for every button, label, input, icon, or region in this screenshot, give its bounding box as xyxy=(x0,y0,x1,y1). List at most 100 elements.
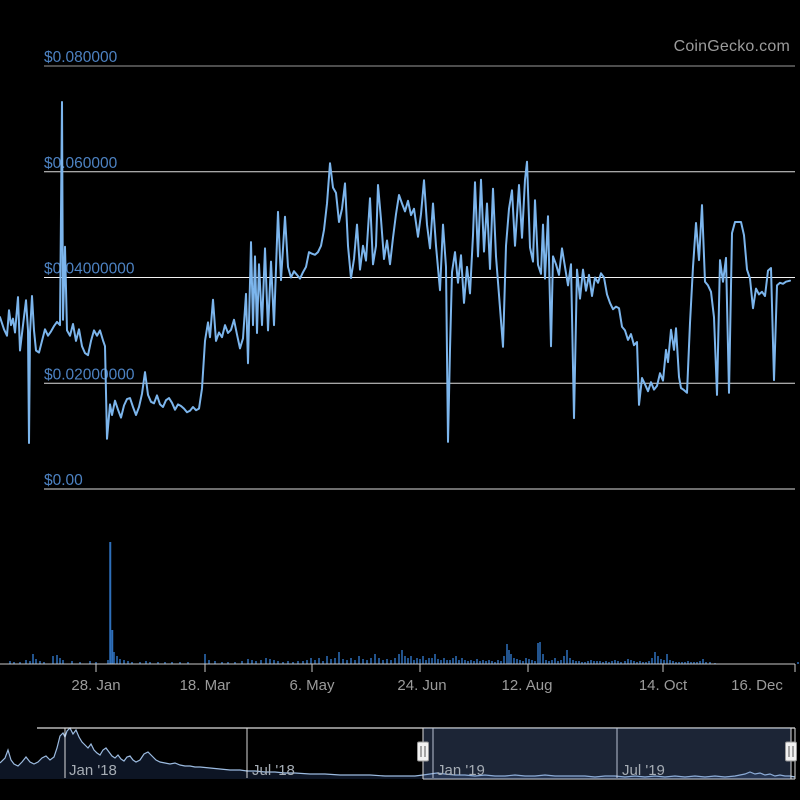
volume-bar xyxy=(545,660,547,664)
volume-bar xyxy=(214,661,216,664)
volume-bar xyxy=(539,642,541,664)
volume-bar xyxy=(485,661,487,664)
volume-bar xyxy=(297,661,299,664)
volume-bar xyxy=(602,662,604,664)
volume-bar xyxy=(179,662,181,664)
volume-bar xyxy=(386,659,388,664)
volume-bar xyxy=(401,650,403,664)
volume-bar xyxy=(705,662,707,664)
volume-bar xyxy=(342,659,344,664)
volume-bar xyxy=(519,660,521,664)
volume-bar xyxy=(651,658,653,664)
y-axis-label: $0.00 xyxy=(44,472,83,489)
volume-bar xyxy=(247,659,249,664)
x-axis-label: 16. Dec xyxy=(731,677,783,694)
volume-bar xyxy=(204,654,206,664)
volume-bar xyxy=(452,658,454,664)
volume-bar xyxy=(510,654,512,664)
x-axis-label: 28. Jan xyxy=(71,677,120,694)
volume-bar xyxy=(542,654,544,664)
navigator-right-handle[interactable] xyxy=(785,741,797,762)
volume-bar xyxy=(310,658,312,664)
volume-bar xyxy=(416,658,418,664)
volume-bar xyxy=(111,630,114,664)
volume-bar xyxy=(690,662,692,664)
volume-bar xyxy=(446,660,448,664)
volume-bar xyxy=(282,662,284,664)
volume-bar xyxy=(675,662,677,664)
volume-bar xyxy=(693,662,695,664)
volume-bar xyxy=(687,661,689,664)
volume-bar xyxy=(709,662,711,664)
volume-bar xyxy=(302,661,304,664)
coingecko-watermark: CoinGecko.com xyxy=(673,38,790,55)
volume-bar xyxy=(370,658,372,664)
volume-bar xyxy=(410,656,412,664)
volume-bar xyxy=(350,658,352,664)
volume-bar xyxy=(681,662,683,664)
volume-bar xyxy=(467,661,469,664)
volume-bar xyxy=(464,660,466,664)
volume-bar xyxy=(581,662,583,664)
volume-bar xyxy=(557,661,559,664)
volume-bar xyxy=(437,659,439,664)
volume-bar xyxy=(208,660,210,664)
volume-bar xyxy=(479,661,481,664)
price-series-line[interactable] xyxy=(0,101,791,444)
volume-bar xyxy=(260,660,262,664)
volume-bar xyxy=(645,662,647,664)
volume-bar xyxy=(56,655,58,664)
x-axis-label: 24. Jun xyxy=(397,677,446,694)
volume-bar xyxy=(39,661,41,664)
volume-bar xyxy=(123,660,125,664)
y-axis-label: $0.02000000 xyxy=(44,366,135,383)
volume-bar xyxy=(9,661,11,664)
volume-bar xyxy=(362,659,364,664)
volume-bar xyxy=(292,662,294,664)
volume-bar xyxy=(79,662,81,664)
volume-bar xyxy=(227,662,229,664)
navigator-left-handle[interactable] xyxy=(417,741,429,762)
volume-bar xyxy=(131,662,133,664)
volume-bar xyxy=(443,658,445,664)
volume-bar xyxy=(599,661,601,664)
volume-bar xyxy=(494,662,496,664)
navigator-area xyxy=(0,728,795,779)
volume-bar xyxy=(326,656,328,664)
volume-bar xyxy=(508,650,510,664)
navigator-month-label: Jul '19 xyxy=(622,762,665,779)
volume-bar xyxy=(62,660,64,664)
volume-bar xyxy=(71,661,73,664)
volume-bar xyxy=(461,658,463,664)
volume-bar xyxy=(678,662,680,664)
volume-bar xyxy=(322,661,324,664)
volume-bar xyxy=(221,662,223,664)
volume-bar xyxy=(534,661,536,664)
navigator-series-line xyxy=(0,726,796,778)
volume-bar xyxy=(29,661,31,664)
volume-bar xyxy=(611,661,613,664)
volume-bar xyxy=(633,661,635,664)
volume-bar xyxy=(548,661,550,664)
volume-bar xyxy=(491,661,493,664)
volume-bar xyxy=(89,661,91,664)
volume-bar xyxy=(358,656,360,664)
navigator-month-label: Jul '18 xyxy=(252,762,295,779)
volume-bar xyxy=(516,659,518,664)
volume-bar xyxy=(419,659,421,664)
volume-bar xyxy=(584,662,586,664)
volume-bar xyxy=(488,660,490,664)
volume-bar xyxy=(366,660,368,664)
volume-bar xyxy=(639,661,641,664)
volume-bar xyxy=(116,656,118,664)
volume-bar xyxy=(587,661,589,664)
volume-bar xyxy=(470,660,472,664)
volume-bar xyxy=(537,643,539,664)
volume-bar xyxy=(560,660,562,664)
volume-bar xyxy=(684,662,686,664)
volume-bar xyxy=(19,662,21,664)
navigator-selected-range[interactable] xyxy=(423,728,791,779)
volume-bar xyxy=(25,660,27,664)
volume-bar xyxy=(318,658,320,664)
